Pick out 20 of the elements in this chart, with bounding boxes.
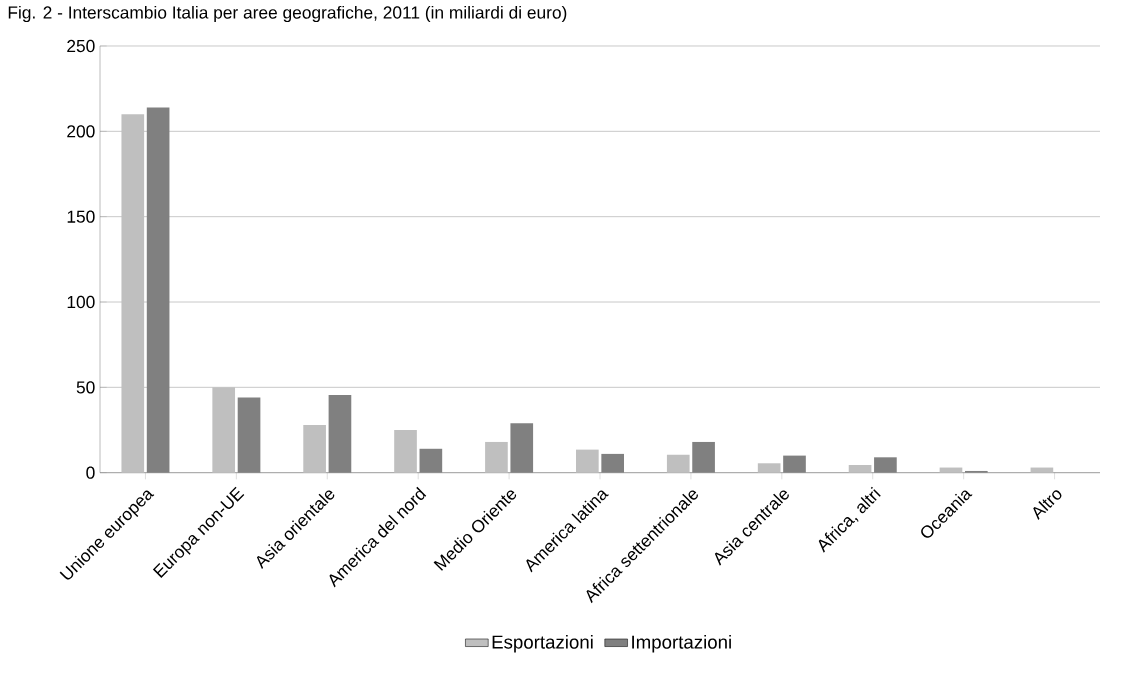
y-tick-label: 50 [76, 381, 95, 394]
bar [485, 441, 508, 473]
bar [939, 467, 963, 473]
y-tick-label: 0 [86, 466, 95, 479]
legend-label: Importazioni [632, 635, 731, 653]
y-tick-label: 250 [67, 39, 95, 53]
bar [303, 424, 326, 473]
y-tick-label: 200 [67, 125, 95, 138]
bar [666, 454, 690, 473]
chart-title: Fig. 2 - Interscambio Italia per aree geografiche, 2011 (in miliardi di euro) [8, 5, 567, 23]
bar [1030, 467, 1054, 473]
bar [394, 430, 417, 473]
bar [848, 464, 872, 473]
y-tick-label: 150 [67, 210, 95, 223]
bar [576, 449, 599, 473]
legend-label: Esportazioni [492, 635, 593, 653]
bar [757, 463, 781, 473]
y-tick-label: 100 [67, 295, 95, 309]
bar [212, 387, 236, 473]
bar [121, 114, 145, 473]
